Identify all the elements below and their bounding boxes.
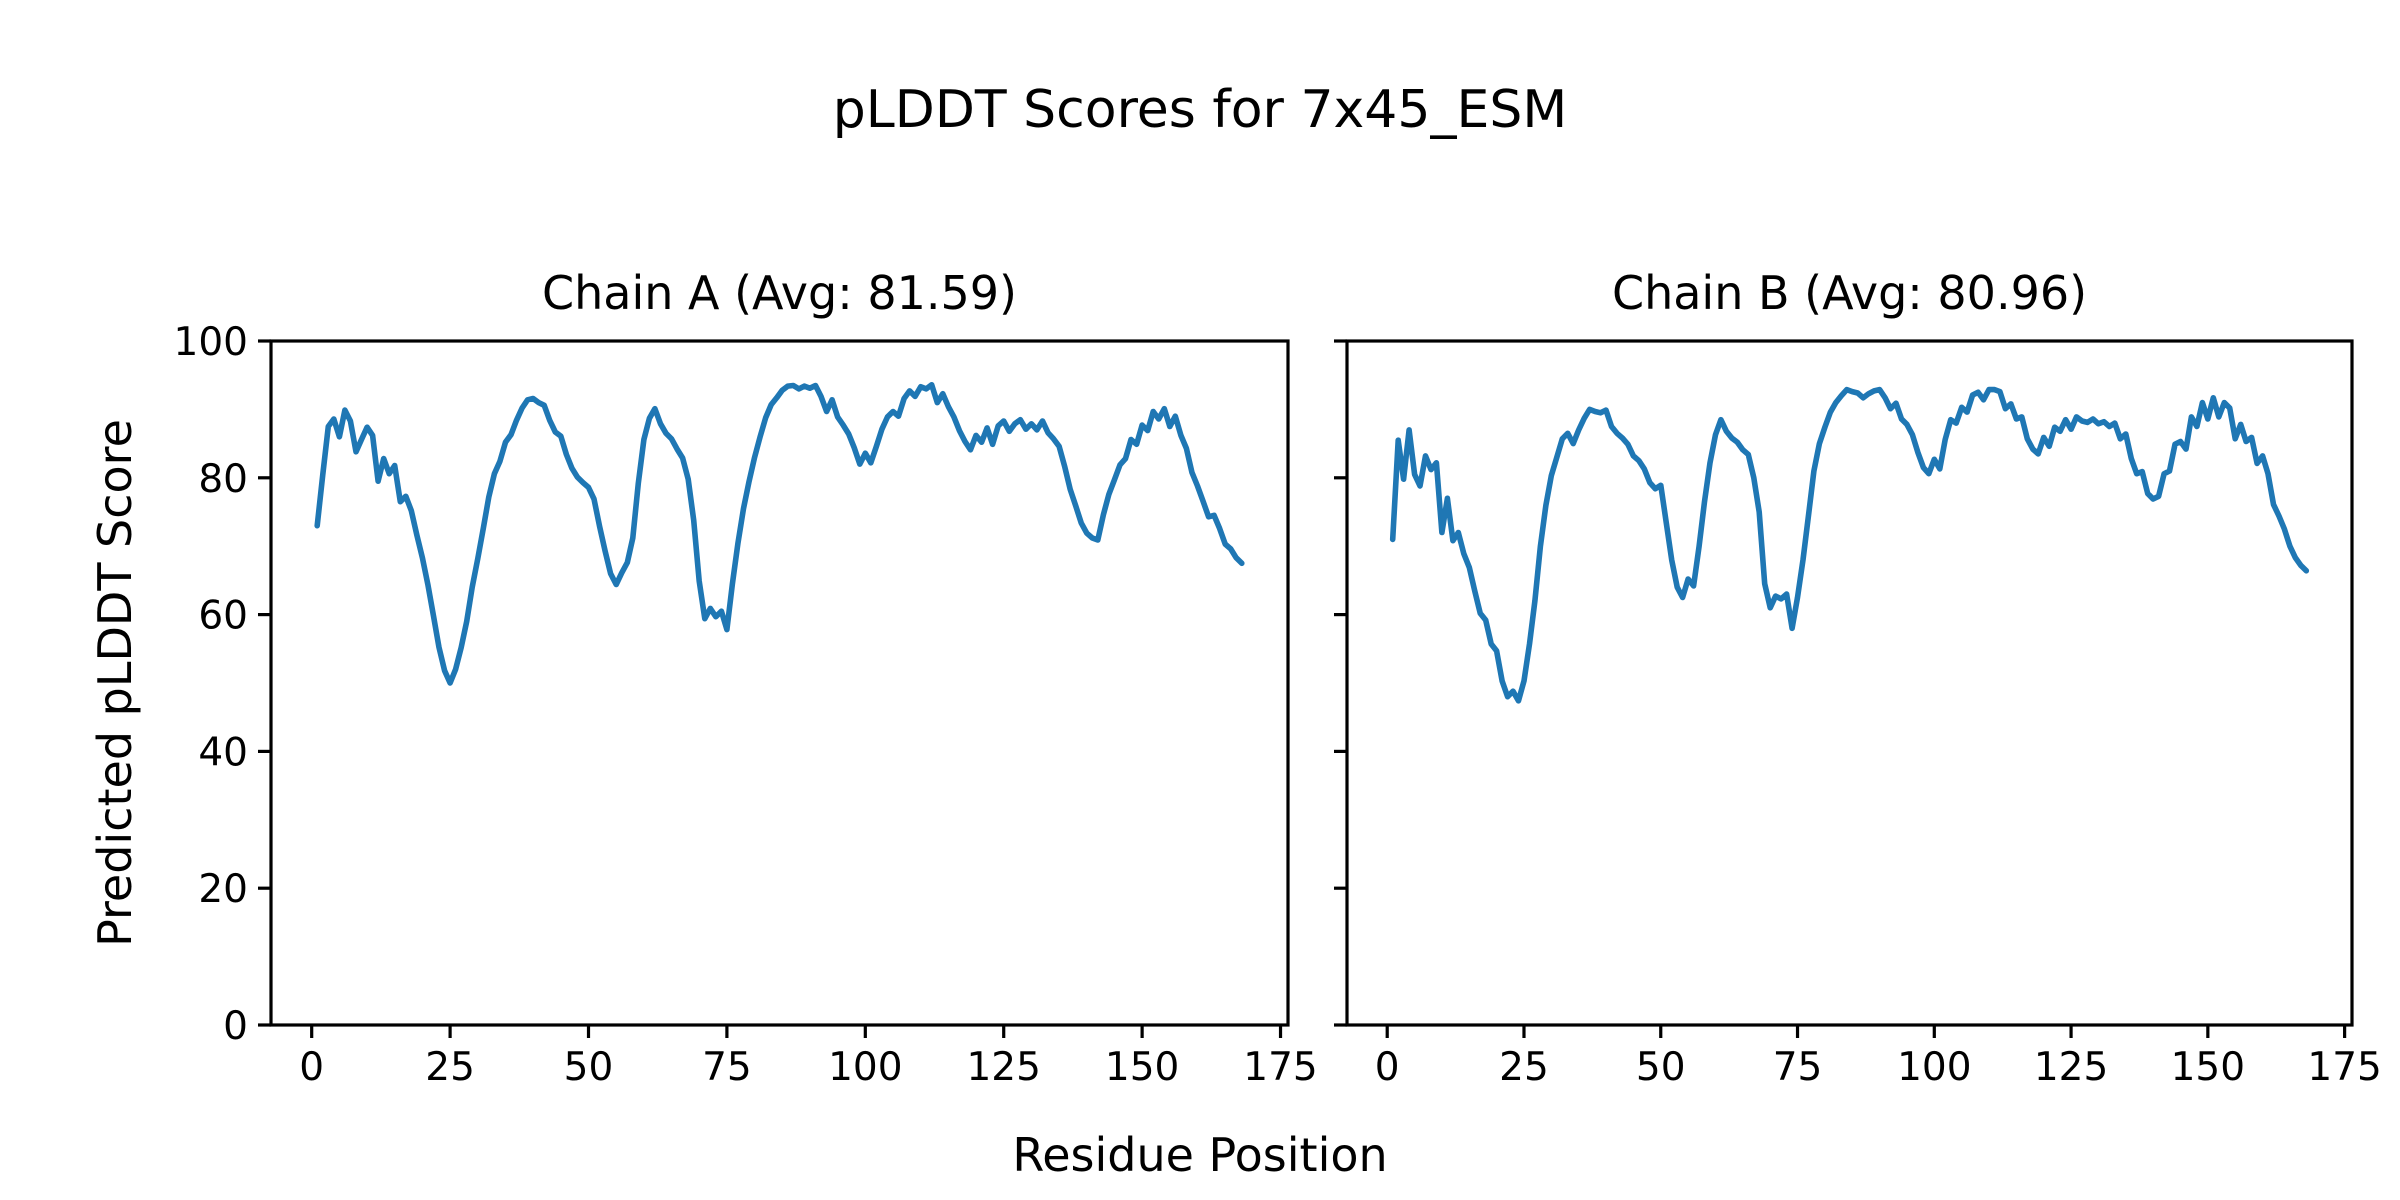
- x-tick-label: 25: [1499, 1045, 1549, 1090]
- plddt-line-chain-a: [314, 381, 1245, 686]
- x-tick-label: 150: [1105, 1045, 1179, 1090]
- x-tick-label: 100: [1897, 1045, 1971, 1090]
- x-tick-label: 125: [2034, 1045, 2108, 1090]
- subplot-title-chain-b: Chain B (Avg: 80.96): [1611, 266, 2088, 320]
- axes-frame: [1345, 339, 2354, 1027]
- x-tick-label: 175: [1243, 1045, 1317, 1090]
- plddt-line-chain-b: [1389, 386, 2310, 704]
- y-tick-label: 20: [198, 867, 248, 912]
- subplot-title-chain-a: Chain A (Avg: 81.59): [541, 266, 1017, 320]
- x-tick-label: 100: [828, 1045, 902, 1090]
- x-tick-label: 50: [564, 1045, 614, 1090]
- x-tick-label: 75: [702, 1045, 752, 1090]
- figure-title: pLDDT Scores for 7x45_ESM: [832, 80, 1568, 140]
- x-tick-label: 75: [1773, 1045, 1823, 1090]
- y-tick-label: 40: [198, 730, 248, 775]
- x-tick-label: 150: [2171, 1045, 2245, 1090]
- x-tick-label: 50: [1636, 1045, 1686, 1090]
- x-tick-label: 0: [299, 1045, 324, 1090]
- y-tick-label: 100: [174, 320, 248, 365]
- y-tick-label: 60: [198, 594, 248, 639]
- x-axis-label: Residue Position: [1012, 1128, 1388, 1182]
- axes-frame: [269, 339, 1290, 1027]
- x-tick-label: 175: [2307, 1045, 2381, 1090]
- x-tick-label: 0: [1375, 1045, 1400, 1090]
- x-tick-label: 25: [425, 1045, 475, 1090]
- y-tick-label: 0: [223, 1004, 248, 1049]
- x-tick-label: 125: [966, 1045, 1040, 1090]
- y-tick-label: 80: [198, 457, 248, 502]
